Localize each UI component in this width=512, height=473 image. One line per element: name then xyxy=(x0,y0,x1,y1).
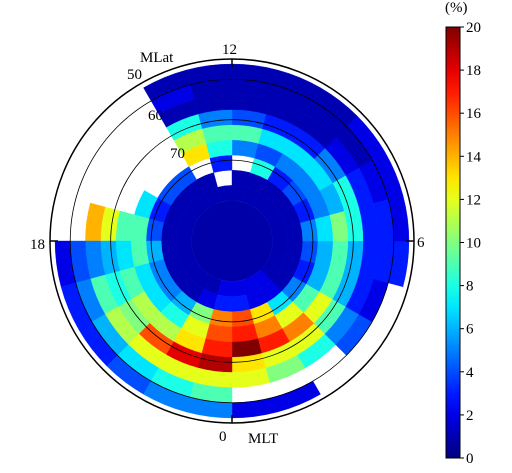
heatmap-cell xyxy=(314,240,334,268)
mlt-tick-label-12: 12 xyxy=(222,42,237,58)
heatmap-cell xyxy=(231,323,259,343)
colorbar-gradient xyxy=(445,26,461,459)
mlat-tick-label-60: 60 xyxy=(148,108,163,124)
mlat-tick-label-70: 70 xyxy=(170,146,185,162)
heatmap-cell xyxy=(273,380,321,413)
colorbar-tick-label: 6 xyxy=(466,322,474,338)
colorbar-unit-label: (%) xyxy=(445,0,468,16)
pole-cap-cell xyxy=(191,200,273,282)
mlat-ring-70 xyxy=(150,159,314,323)
colorbar-tick-label: 0 xyxy=(466,451,474,467)
heatmap-cell xyxy=(231,170,251,188)
colorbar: 0 2 4 6 8 10 12 14 16 18 20 (%) xyxy=(445,0,482,467)
mlat-tick-label-50: 50 xyxy=(127,67,142,83)
heatmap-cell xyxy=(300,240,319,264)
mlt-axis-label: MLT xyxy=(248,431,278,447)
colorbar-tick-label: 4 xyxy=(466,365,474,381)
heatmap-cell xyxy=(145,218,164,242)
colorbar-tick-label: 12 xyxy=(466,192,481,208)
heatmap-cells xyxy=(54,63,410,419)
heatmap-cell xyxy=(130,240,150,268)
heatmap-cell xyxy=(314,214,334,242)
heatmap-cell xyxy=(231,397,279,419)
colorbar-tick-label: 2 xyxy=(466,408,474,424)
mlat-ring-50 xyxy=(69,78,395,404)
mlt-tick-label-0: 0 xyxy=(219,429,227,445)
heatmap-cell xyxy=(130,214,150,242)
colorbar-tick-label: 10 xyxy=(466,236,481,252)
colorbar-tick-label: 14 xyxy=(466,149,482,165)
colorbar-tick-label: 8 xyxy=(466,279,474,295)
heatmap-cell xyxy=(209,154,233,173)
mlat-ring-60 xyxy=(110,119,354,363)
colorbar-tick-label: 16 xyxy=(466,106,482,122)
heatmap-cell xyxy=(209,309,233,328)
heatmap-cell xyxy=(205,323,233,343)
mlt-tick-label-18: 18 xyxy=(30,237,45,253)
mlt-tick-marks xyxy=(50,59,414,423)
colorbar-ticks: 0 2 4 6 8 10 12 14 16 18 20 xyxy=(460,20,482,467)
heatmap-cell xyxy=(231,139,259,159)
mlat-axis-label: MLat xyxy=(140,50,174,66)
colorbar-tick-label: 18 xyxy=(466,63,481,79)
mlt-tick-label-6: 6 xyxy=(417,235,425,251)
colorbar-tick-label: 20 xyxy=(466,20,481,36)
heatmap-cell xyxy=(205,139,233,159)
